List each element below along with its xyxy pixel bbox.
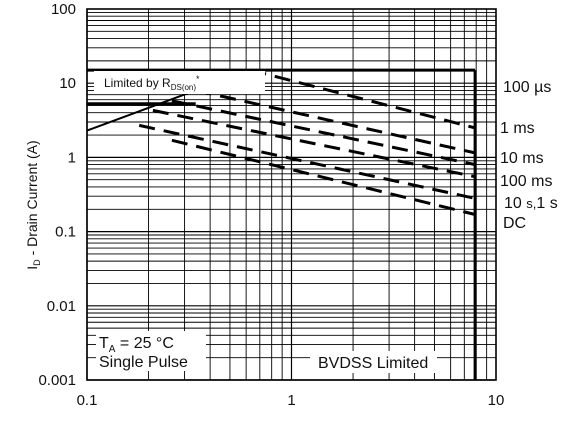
grid [86,9,496,381]
label-10s: 10 s,1 s [504,195,558,212]
label-100ms: 100 ms [500,173,552,190]
label-bg-10ms [498,146,558,168]
label-bg-100ms [498,169,562,191]
label-100us: 100 µs [503,79,551,96]
label-bg-1ms [498,116,544,138]
bvdss-label: BVDSS Limited [318,355,428,372]
label-bg-100us [500,74,564,96]
ta-label-box [96,331,206,371]
label-1ms: 1 ms [500,120,535,137]
series-line-6 [171,138,476,216]
label-10ms: 10 ms [500,150,544,167]
label-bg-dc [502,213,532,233]
series-line-5 [138,123,476,200]
bvdss-label-box [310,351,437,373]
x-tick-label: 10 [488,392,505,409]
series-line-2 [195,88,476,155]
label-dc: DC [503,215,526,232]
single-pulse-label: Single Pulse [99,354,188,371]
rds-label-box [94,71,265,94]
series-lines [86,68,477,380]
plot-frame [86,8,497,381]
y-tick-label: 0.01 [47,298,76,315]
series-line-1 [250,68,476,130]
series-line-4 [152,108,476,179]
label-bg-10s [502,192,564,214]
ta-label: TA = 25 °C [99,335,174,355]
y-tick-label: 10 [59,75,76,92]
y-tick-label: 100 [51,1,76,18]
x-tick-label: 0.1 [77,392,98,409]
y-tick-label: 0.1 [55,224,76,241]
rds-limited-label: Limited by RDS(on)* [104,74,200,92]
y-tick-label: 1 [68,149,76,166]
tick-labels: 0.1 1 10 100 10 1 0.1 0.01 0.001 [38,1,504,409]
x-tick-label: 1 [287,392,295,409]
y-tick-label: 0.001 [38,372,76,389]
series-line-3 [171,99,476,167]
y-axis-label: ID - Drain Current (A) [24,140,42,269]
